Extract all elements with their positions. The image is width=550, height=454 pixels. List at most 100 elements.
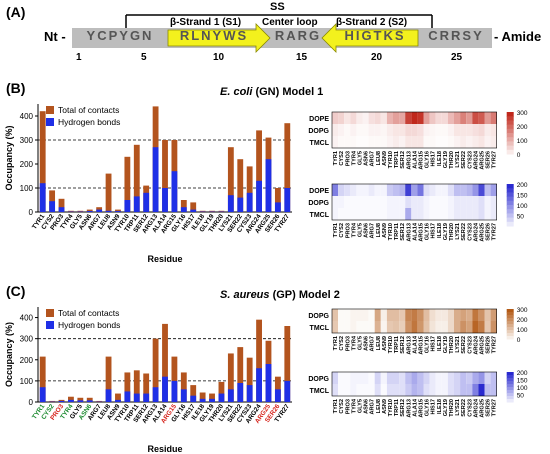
heatmap-column-label: LEU8 [376,336,382,350]
heatmap-cell [344,136,351,148]
heatmap-column-label: ARG24 [473,398,479,418]
colorbar-segment [506,133,514,138]
heatmap-column-label: TRP11 [394,223,400,240]
bar-hbond [105,210,112,212]
heatmap-cell [380,384,387,396]
bar-total [180,372,187,402]
heatmap-cell [472,384,479,396]
colorbar-segment [506,312,514,316]
panel-c-title-species: S. aureus [220,289,270,301]
heatmap-cell [466,372,473,384]
bar-hbond [143,192,150,212]
bar-total [49,400,56,402]
heatmap-cell [362,136,369,148]
heatmap-cell [368,112,375,124]
heatmap-column-label: ASN6 [364,151,370,166]
colorbar-tick-label: 150 [517,378,528,385]
bar-total [284,326,291,402]
colorbar-tick-label: 300 [517,110,528,117]
heatmap-column-label: ASN6 [364,336,370,351]
heatmap-cell [429,184,436,196]
heatmap-column-label: SER22 [461,223,467,241]
colorbar-segment [506,393,514,397]
heatmap-row-label: DOPG [308,128,329,135]
heatmap-cell [423,136,430,148]
heatmap-column-label: TYR10 [388,399,394,416]
bar-total [115,393,121,402]
colorbar-tick-label: 50 [517,393,525,400]
heatmap-column-label: ARG15 [418,151,424,170]
bar-total [190,202,197,212]
bar-total [68,210,74,212]
bar-total [284,123,291,212]
heatmap-cell [423,112,430,124]
heatmap-cell [362,208,369,220]
bar-total [246,357,253,402]
heatmap-column-label: ARG7 [370,223,376,239]
heatmap-cell [368,124,375,136]
heatmap-cell [423,184,430,196]
heatmap-cell [429,208,436,220]
heatmap-column-label: ARG25 [479,151,485,170]
heatmap-cell [393,112,400,124]
heatmap-cell [386,208,393,220]
colorbar-tick-label: 0 [517,337,521,344]
heatmap-cell [478,309,485,321]
heatmap-column-label: TYR4 [351,398,357,413]
colorbar-segment [506,315,514,319]
heatmap-cell [484,208,491,220]
colorbar-segment [506,324,514,328]
bar-hbond [124,200,131,212]
heatmap-column-label: TYR27 [492,151,498,168]
bar-total [218,210,225,212]
y-tick-label: 200 [20,356,34,365]
bar-hbond [237,197,244,212]
heatmap-cell [362,309,369,321]
heatmap-column-label: ALA14 [412,398,418,417]
residue-number: 20 [371,52,383,63]
amide-label: - Amide [494,29,542,44]
bar-hbond [190,395,197,402]
heatmap-cell [350,124,357,136]
heatmap-cell [484,309,491,321]
heatmap-cell [429,384,436,396]
colorbar-segment [506,399,514,403]
heatmap-column-label: SER26 [486,336,492,354]
colorbar-segment [506,318,514,322]
heatmap-column-label: GLY19 [443,399,449,416]
heatmap-column-label: TYR1 [333,336,339,350]
heatmap-cell [362,321,369,333]
heatmap-cell [490,321,497,333]
heatmap-cell [362,196,369,208]
heatmap-column-label: ARG25 [479,399,485,418]
heatmap-column-label: GLY19 [443,151,449,168]
heatmap-column-label: SER12 [400,151,406,169]
heatmap-cell [441,184,448,196]
colorbar-segment [506,336,514,340]
bar-total [227,147,234,212]
heatmap-cell [435,309,442,321]
heatmap-column-label: SER12 [400,223,406,241]
heatmap-column-label: ASN9 [382,223,388,238]
heatmap-cell [417,196,424,208]
heatmap-column-label: ASN9 [382,399,388,414]
heatmap-cell [466,136,473,148]
heatmap-cell [435,136,442,148]
heatmap-cell [411,136,418,148]
heatmap-cell [460,309,467,321]
heatmap-cell [399,321,406,333]
y-tick-label: 0 [29,398,34,407]
heatmap-row-label: DOPG [308,200,329,207]
heatmap-cell [441,124,448,136]
heatmap-cell [405,112,412,124]
heatmap-cell [393,184,400,196]
heatmap-cell [380,208,387,220]
heatmap-column-label: ASN9 [382,151,388,166]
heatmap-cell [368,384,375,396]
heatmap-cell [338,321,345,333]
colorbar-segment [506,327,514,331]
residue-number: 1 [76,52,82,63]
heatmap-cell [356,184,363,196]
heatmap-cell [417,309,424,321]
colorbar-tick-label: 200 [517,124,528,131]
